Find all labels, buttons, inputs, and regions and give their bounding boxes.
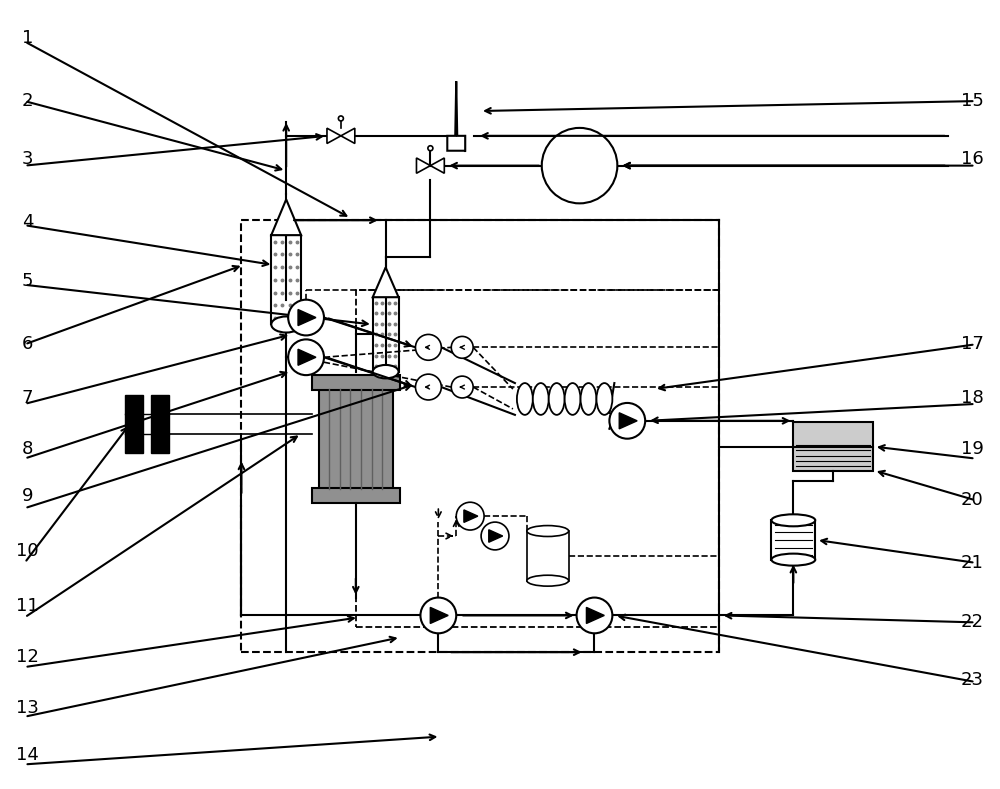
Polygon shape [430,158,444,174]
Circle shape [420,597,456,634]
Polygon shape [619,413,637,429]
Circle shape [456,503,484,530]
Text: 21: 21 [961,554,984,572]
Text: 13: 13 [16,699,39,717]
Bar [271,235,301,324]
Ellipse shape [549,383,565,415]
Ellipse shape [527,575,569,586]
Bar [125,395,143,453]
Ellipse shape [771,554,815,566]
Text: 17: 17 [961,335,984,353]
Text: 8: 8 [22,440,33,458]
Text: 1: 1 [22,29,33,47]
Circle shape [577,597,612,634]
Bar [151,395,169,453]
Bar [793,422,873,472]
Text: 4: 4 [22,213,33,231]
Polygon shape [464,510,478,522]
Ellipse shape [771,514,815,526]
Bar [356,290,719,627]
Ellipse shape [373,365,399,379]
Bar [312,488,400,503]
Bar [241,220,719,653]
Ellipse shape [596,383,612,415]
Circle shape [609,403,645,439]
Polygon shape [271,200,301,235]
Polygon shape [430,608,448,623]
Circle shape [451,376,473,398]
Circle shape [288,300,324,335]
Circle shape [481,522,509,550]
Text: 12: 12 [16,648,39,666]
Bar [312,375,400,390]
Polygon shape [298,309,316,326]
Ellipse shape [527,525,569,537]
Circle shape [415,335,441,361]
Text: 11: 11 [16,597,39,615]
Text: 5: 5 [22,272,33,290]
Polygon shape [416,158,430,174]
Ellipse shape [533,383,549,415]
Text: 15: 15 [961,92,984,110]
Polygon shape [447,81,465,151]
Polygon shape [298,350,316,365]
Text: 23: 23 [961,671,984,690]
Text: 19: 19 [961,440,984,458]
Bar [527,531,569,581]
Text: 10: 10 [16,542,39,560]
Text: 7: 7 [22,390,33,407]
Text: 2: 2 [22,92,33,110]
Ellipse shape [517,383,533,415]
Polygon shape [373,267,399,297]
Text: 6: 6 [22,335,33,353]
Text: 18: 18 [961,390,984,407]
Polygon shape [341,128,355,144]
Circle shape [428,146,433,151]
Text: 20: 20 [961,492,984,509]
Bar [319,387,393,491]
Circle shape [288,339,324,375]
Text: 9: 9 [22,488,33,505]
Polygon shape [489,529,503,542]
Text: 16: 16 [961,151,984,169]
Ellipse shape [581,383,596,415]
Circle shape [542,128,617,204]
Ellipse shape [565,383,581,415]
Circle shape [415,374,441,400]
Text: 3: 3 [22,151,33,169]
Polygon shape [327,128,341,144]
Polygon shape [586,608,604,623]
Circle shape [338,116,343,121]
Bar [373,297,399,372]
Text: 22: 22 [961,613,984,630]
Text: 14: 14 [16,746,39,764]
Ellipse shape [271,316,301,332]
Circle shape [451,336,473,358]
